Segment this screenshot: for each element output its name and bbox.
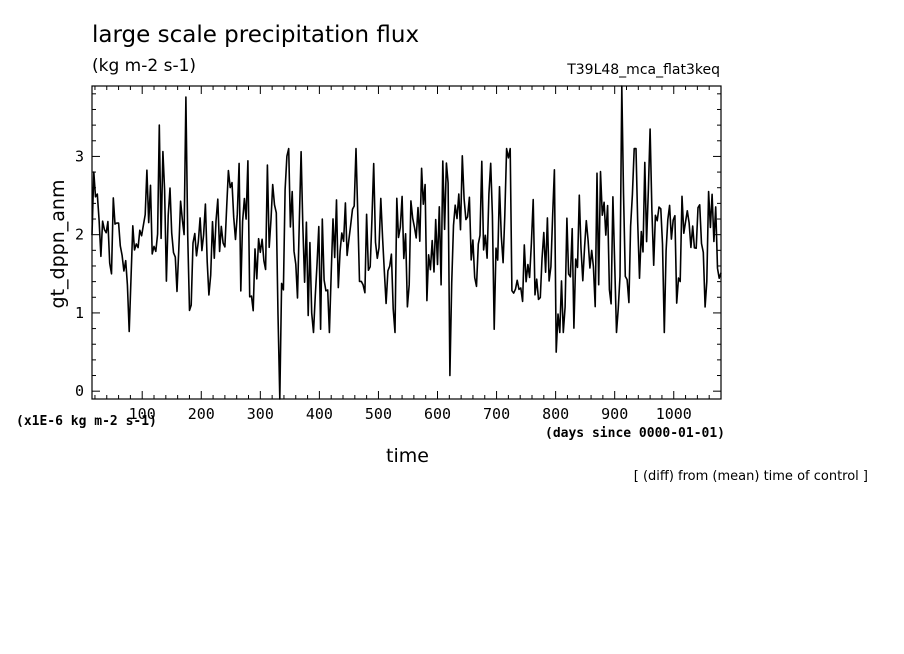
x-tick-label: 200 (188, 405, 215, 423)
chart-units: (kg m-2 s-1) (92, 56, 197, 76)
y-tick-label: 0 (75, 382, 84, 400)
footnote: [ (diff) from (mean) time of control ] (633, 469, 868, 484)
plot-frame (91, 85, 722, 400)
x-tick-label: 700 (483, 405, 510, 423)
x-tick-label: 100 (129, 405, 156, 423)
chart-title: large scale precipitation flux (92, 22, 420, 48)
y-tick-label: 3 (75, 147, 84, 165)
x-tick-label: 600 (424, 405, 451, 423)
x-tick-label: 300 (247, 405, 274, 423)
x-units-label: (days since 0000-01-01) (545, 426, 726, 441)
x-axis-label: time (386, 445, 429, 467)
experiment-label: T39L48_mca_flat3keq (567, 62, 720, 78)
y-tick-label: 2 (75, 226, 84, 244)
series-line (91, 85, 722, 400)
x-tick-label: 900 (601, 405, 628, 423)
x-tick-label: 500 (365, 405, 392, 423)
x-tick-label: 400 (306, 405, 333, 423)
y-units-label: (x1E-6 kg m-2 s-1) (16, 414, 157, 429)
x-tick-label: 800 (542, 405, 569, 423)
x-tick-label: 1000 (656, 405, 692, 423)
y-tick-label: 1 (75, 304, 84, 322)
